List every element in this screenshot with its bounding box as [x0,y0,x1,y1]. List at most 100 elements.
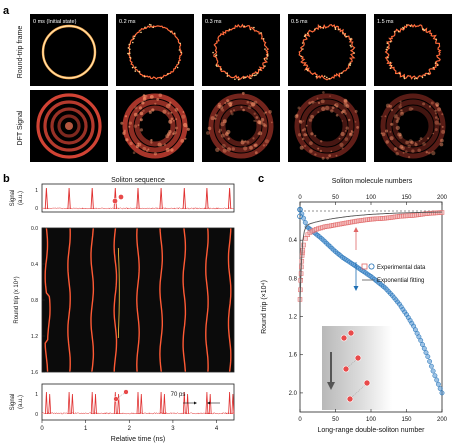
dft-speckle [240,140,245,145]
dft-speckle [401,111,403,114]
ring-speckle [131,66,134,69]
bottom-signal-peak-pair [208,393,212,415]
panel-c-ytick-label: 1.6 [289,353,298,359]
ring-speckle [237,78,240,81]
data-point-circle [420,342,425,347]
ring-speckle [212,51,214,54]
bottom-signal-peak-pair [71,393,74,415]
dft-speckle [316,97,319,100]
dft-speckle [129,141,133,146]
dft-speckle [335,105,339,108]
dft-speckle [141,101,145,105]
ring-speckle [323,75,326,77]
ring-speckle [389,61,392,64]
panel-c-plot: 0.4 0.8 1.2 1.6 2.0 0 50 100 150 200 0 50 100 150 200 [289,195,448,423]
dft-speckle [401,109,403,112]
top-tick-0: 0 [35,206,38,212]
frame-1: 0.2 ms [116,14,194,162]
ring-speckle [306,32,309,35]
dft-speckle [168,103,172,106]
dft-speckle [320,140,323,143]
ring-speckle [249,28,252,31]
panel-b-xtick-label: 4 [215,426,219,432]
panel-b-label: b [3,173,10,185]
ring-speckle [129,48,131,50]
ring-speckle [424,74,426,77]
ring-speckle [255,74,257,76]
dft-speckle [253,144,256,147]
dft-speckle [138,142,142,147]
dft-speckle [150,139,153,142]
dft-speckle [244,140,247,143]
data-point-circle [423,350,429,356]
dft-speckle [439,142,444,147]
ring-speckle [353,52,356,54]
dft-speckle [334,102,339,108]
dft-speckle [427,151,431,155]
dft-speckle [229,110,233,113]
ring-jagged [384,23,442,80]
data-point-circle [302,220,308,225]
dft-speckle [380,132,383,135]
panel-c-top-xtick-label: 150 [401,195,412,201]
dft-speckle [398,105,402,109]
ring-speckle [402,26,404,29]
ring-speckle [177,61,180,64]
dft-speckle [302,120,305,122]
ring-speckle [350,37,352,40]
dft-speckle [349,132,352,135]
panel-c-top-xtick-label: 100 [366,195,377,201]
ring-speckle [322,27,325,29]
dft-speckle [254,100,258,105]
ring-speckle [349,64,351,67]
data-point-circle [437,386,443,392]
ring-speckle [253,26,255,29]
dft-speckle [384,115,387,118]
waterfall-yticks: 0.0 0.4 0.8 1.2 1.6 [31,226,45,376]
panel-c-top-xtick-label: 50 [332,195,339,201]
dft-speckle [134,106,138,110]
dft-speckle [432,132,435,135]
dft-speckle [441,129,446,134]
waterfall-ytick-label: 1.6 [31,370,38,376]
dft-speckle [265,144,268,146]
panel-c-ytick-label: 2.0 [289,391,298,397]
ring-speckle [173,32,176,35]
panel-c-ytick-label: 1.2 [289,315,298,321]
ring-speckle [215,55,217,57]
dft-speckle [247,105,252,109]
frame-3: 0.5 ms [288,14,366,162]
trend-arrows [353,227,359,291]
ring-speckle [256,72,258,75]
top-signal-peak [159,187,163,210]
dft-speckle [321,156,325,160]
data-point-square [300,247,306,253]
dft-speckle [348,118,351,122]
ring-speckle [129,56,132,59]
dft-speckle [414,143,418,147]
ring-speckle [349,38,352,41]
ring-speckle [397,30,400,33]
bottom-signal-peak-pair [48,393,52,415]
dft-speckle [434,116,438,119]
ring-speckle [160,77,163,80]
ring-speckle [263,58,266,60]
ring-speckle [128,52,131,54]
frame-4: 1.5 ms [374,14,452,162]
dft-ring [306,105,348,147]
ring-speckle [228,29,231,31]
waterfall-trace [90,227,95,373]
ring-speckle [140,31,142,34]
dft-speckle [343,102,348,107]
ring-speckle [338,28,340,31]
ring-speckle [413,78,416,80]
dft-speckle [173,119,175,122]
dft-ring [50,107,88,145]
bottom-signal-peak-pair [231,393,235,415]
dft-speckle [220,121,225,127]
dft-speckle [158,93,163,97]
top-signal-peak [182,187,186,210]
dft-speckle [319,149,323,153]
dft-speckle [425,151,428,154]
